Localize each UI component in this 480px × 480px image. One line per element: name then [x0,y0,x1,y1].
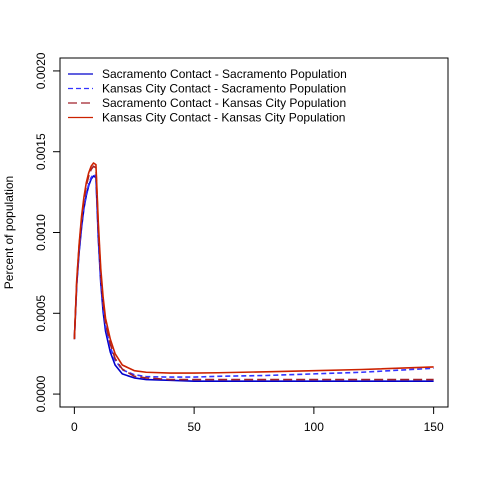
x-tick-label: 150 [424,420,444,434]
series-layer [73,162,434,382]
series-line-3 [73,165,434,381]
x-axis: 0 50 100 150 [71,406,444,434]
x-tick-label: 100 [304,420,324,434]
y-tick-label: 0.0010 [34,214,48,251]
y-axis-title: Percent of population [2,176,16,289]
x-tick-label: 0 [71,420,78,434]
legend: Sacramento Contact - Sacramento Populati… [68,67,347,125]
series-line-4 [73,162,434,374]
legend-label: Kansas City Contact - Kansas City Popula… [102,111,345,125]
y-tick-label: 0.0015 [34,133,48,170]
y-tick-label: 0.0020 [34,52,48,89]
y-tick-label: 0.0000 [34,375,48,412]
series-line-2 [73,173,434,378]
legend-label: Sacramento Contact - Sacramento Populati… [102,67,347,81]
legend-label: Sacramento Contact - Kansas City Populat… [102,96,346,110]
y-tick-label: 0.0005 [34,295,48,332]
y-axis: 0.0000 0.0005 0.0010 0.0015 0.0020 [34,52,61,412]
legend-label: Kansas City Contact - Sacramento Populat… [102,82,346,96]
x-tick-label: 50 [187,420,201,434]
